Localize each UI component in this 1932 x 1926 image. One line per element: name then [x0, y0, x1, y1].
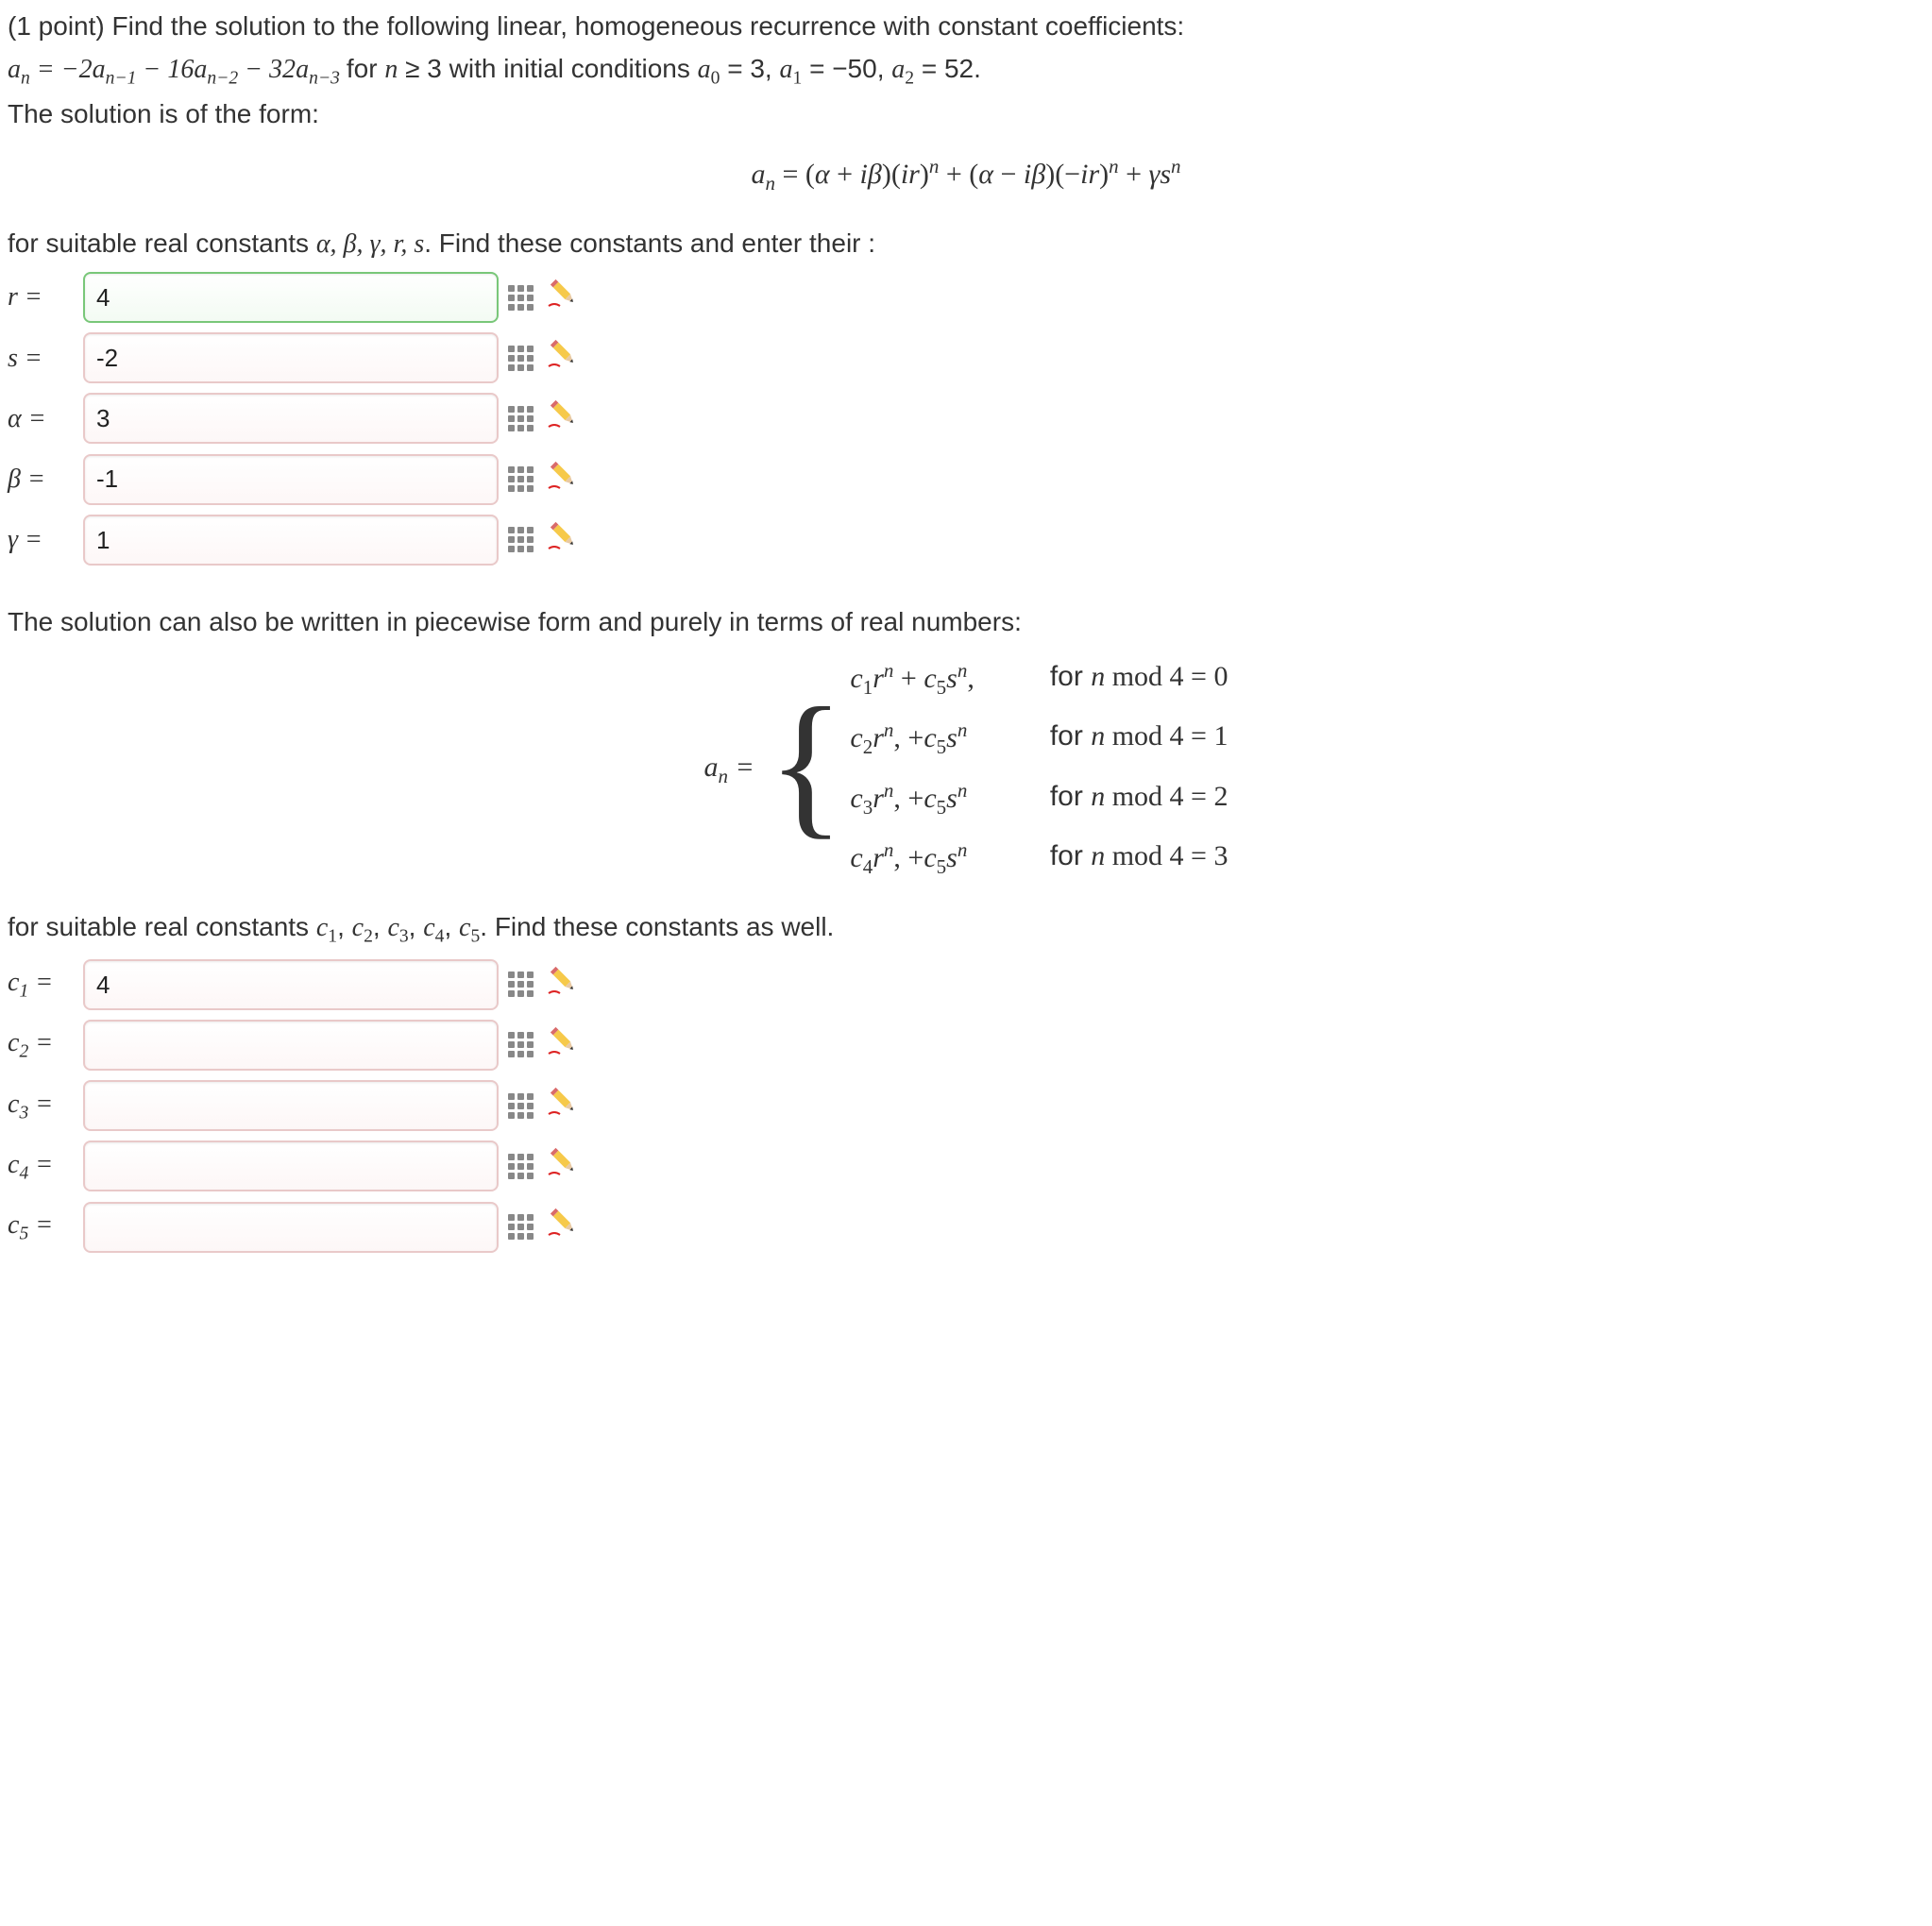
label-r: r = [8, 279, 74, 315]
edit-pencil-icon[interactable] [543, 515, 585, 566]
keypad-icon[interactable] [508, 1214, 534, 1240]
edit-pencil-icon[interactable] [543, 1201, 585, 1252]
piecewise-formula: an = { c1rn + c5sn, for n mod 4 = 0 c2rn… [8, 657, 1924, 882]
constants-line: for suitable real constants α, β, γ, r, … [8, 225, 1924, 262]
keypad-icon[interactable] [508, 406, 534, 431]
input-row-beta: β = -1 [8, 454, 1924, 505]
recurrence-condition: for n ≥ 3 with initial conditions a0 = 3… [347, 54, 981, 83]
edit-pencil-icon[interactable] [543, 1020, 585, 1071]
input-row-c2: c2 = [8, 1020, 1924, 1071]
piecewise-lhs-0: c1rn + c5sn, [850, 657, 974, 701]
keypad-icon[interactable] [508, 1093, 534, 1119]
piecewise-intro: The solution can also be written in piec… [8, 603, 1924, 640]
edit-pencil-icon[interactable] [543, 454, 585, 505]
edit-pencil-icon[interactable] [543, 1140, 585, 1191]
brace-icon: { [768, 696, 845, 833]
piecewise-rhs-2: for n mod 4 = 2 [1050, 777, 1229, 821]
input-c4[interactable] [83, 1140, 499, 1191]
form-line: The solution is of the form: [8, 95, 1924, 132]
edit-pencil-icon[interactable] [543, 393, 585, 444]
label-c5: c5 = [8, 1207, 74, 1247]
piecewise-rhs-0: for n mod 4 = 0 [1050, 657, 1229, 701]
edit-pencil-icon[interactable] [543, 1080, 585, 1131]
input-row-r: r = 4 [8, 272, 1924, 323]
edit-pencil-icon[interactable] [543, 272, 585, 323]
keypad-icon[interactable] [508, 285, 534, 311]
input-row-c4: c4 = [8, 1140, 1924, 1191]
intro-text: Find the solution to the following linea… [112, 11, 1185, 41]
input-row-c3: c3 = [8, 1080, 1924, 1131]
input-beta[interactable]: -1 [83, 454, 499, 505]
edit-pencil-icon[interactable] [543, 332, 585, 383]
piecewise-rhs-1: for n mod 4 = 1 [1050, 717, 1229, 761]
keypad-icon[interactable] [508, 1154, 534, 1179]
label-c4: c4 = [8, 1146, 74, 1187]
piecewise-cases: c1rn + c5sn, for n mod 4 = 0 c2rn, +c5sn… [850, 657, 1228, 882]
input-row-gamma: γ = 1 [8, 515, 1924, 566]
keypad-icon[interactable] [508, 346, 534, 371]
piecewise-lhs-1: c2rn, +c5sn [850, 717, 974, 761]
input-gamma[interactable]: 1 [83, 515, 499, 566]
input-row-s: s = -2 [8, 332, 1924, 383]
problem-intro: (1 point) Find the solution to the follo… [8, 8, 1924, 44]
input-row-alpha: α = 3 [8, 393, 1924, 444]
complex-form-formula: an = (α + iβ)(ir)n + (α − iβ)(−ir)n + γs… [8, 153, 1924, 197]
input-row-c5: c5 = [8, 1201, 1924, 1252]
piecewise-lhs-2: c3rn, +c5sn [850, 777, 974, 821]
points-prefix: (1 point) [8, 11, 112, 41]
piecewise-prefix: an = [704, 748, 754, 790]
label-c2: c2 = [8, 1024, 74, 1065]
input-group-2: c1 = 4 c2 = c3 = c4 = c5 = [8, 959, 1924, 1253]
input-group-1: r = 4 s = -2 α = 3 β = -1 γ = 1 [8, 272, 1924, 566]
keypad-icon[interactable] [508, 466, 534, 492]
label-c1: c1 = [8, 964, 74, 1005]
input-row-c1: c1 = 4 [8, 959, 1924, 1010]
input-c2[interactable] [83, 1020, 499, 1071]
label-alpha: α = [8, 400, 74, 437]
input-r[interactable]: 4 [83, 272, 499, 323]
keypad-icon[interactable] [508, 527, 534, 552]
c-constants-line: for suitable real constants c1, c2, c3, … [8, 908, 1924, 950]
input-c5[interactable] [83, 1202, 499, 1253]
input-s[interactable]: -2 [83, 332, 499, 383]
label-c3: c3 = [8, 1086, 74, 1126]
keypad-icon[interactable] [508, 1032, 534, 1057]
keypad-icon[interactable] [508, 971, 534, 997]
label-s: s = [8, 340, 74, 377]
label-beta: β = [8, 461, 74, 498]
piecewise-lhs-3: c4rn, +c5sn [850, 836, 974, 881]
edit-pencil-icon[interactable] [543, 959, 585, 1010]
input-alpha[interactable]: 3 [83, 393, 499, 444]
recurrence-formula: an = −2an−1 − 16an−2 − 32an−3 [8, 55, 347, 84]
recurrence-line: an = −2an−1 − 16an−2 − 32an−3 for n ≥ 3 … [8, 50, 1924, 92]
label-gamma: γ = [8, 521, 74, 558]
input-c1[interactable]: 4 [83, 959, 499, 1010]
piecewise-rhs-3: for n mod 4 = 3 [1050, 836, 1229, 881]
input-c3[interactable] [83, 1080, 499, 1131]
